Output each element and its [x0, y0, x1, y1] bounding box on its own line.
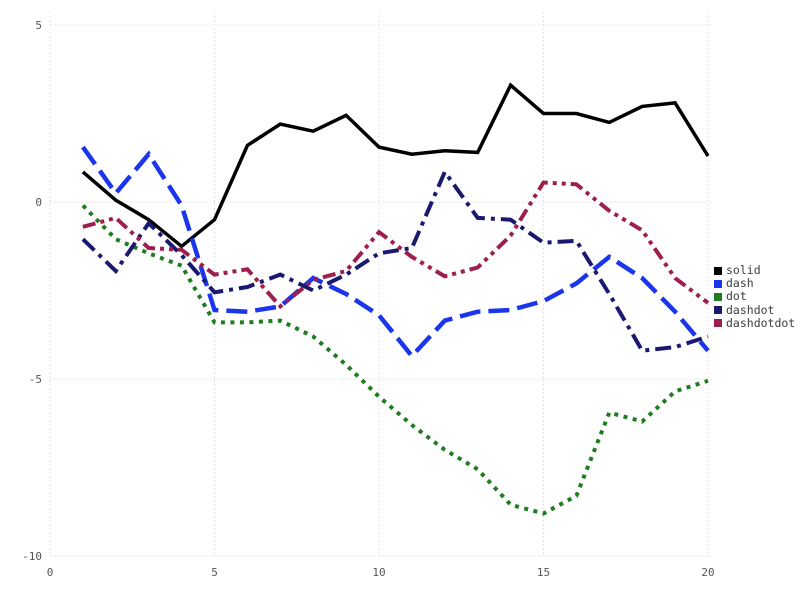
legend-item-solid: solid [714, 264, 795, 277]
legend-swatch-dashdot [714, 306, 722, 315]
x-tick-label: 10 [372, 566, 385, 579]
legend-swatch-solid [714, 266, 722, 275]
legend-swatch-dot [714, 292, 722, 301]
legend-label-dashdot: dashdot [726, 302, 775, 317]
x-tick-label: 20 [701, 566, 714, 579]
series-layer [81, 82, 710, 516]
x-tick-label: 5 [211, 566, 218, 579]
legend-item-dashdotdot: dashdotdot [714, 315, 796, 330]
legend-item-dashdot: dashdot [714, 302, 795, 317]
y-tick-label: -5 [29, 373, 42, 386]
legend-label-solid: solid [726, 263, 761, 278]
legend: solid dash dot dashdot dashdotdot [714, 264, 795, 330]
series-line-solid [81, 82, 710, 249]
series-line-dash [81, 145, 710, 360]
legend-swatch-dash [714, 279, 722, 288]
x-tick-label: 0 [47, 566, 54, 579]
x-tick-label: 15 [537, 566, 550, 579]
series-line-dashdot [81, 167, 709, 353]
axis-tick-labels: 0 5 10 15 20 5 0 -5 -10 [22, 19, 715, 579]
legend-label-dot: dot [726, 289, 747, 304]
legend-item-dash: dash [714, 277, 795, 290]
legend-label-dash: dash [726, 276, 754, 291]
legend-label-dashdotdot: dashdotdot [726, 315, 796, 330]
y-tick-label: 5 [35, 19, 42, 32]
y-tick-label: -10 [22, 550, 42, 563]
legend-item-dot: dot [714, 290, 795, 303]
grid-layer [49, 12, 712, 557]
legend-swatch-dashdotdot [714, 319, 722, 328]
series-line-dashdotdot [82, 180, 710, 310]
y-tick-label: 0 [35, 196, 42, 209]
